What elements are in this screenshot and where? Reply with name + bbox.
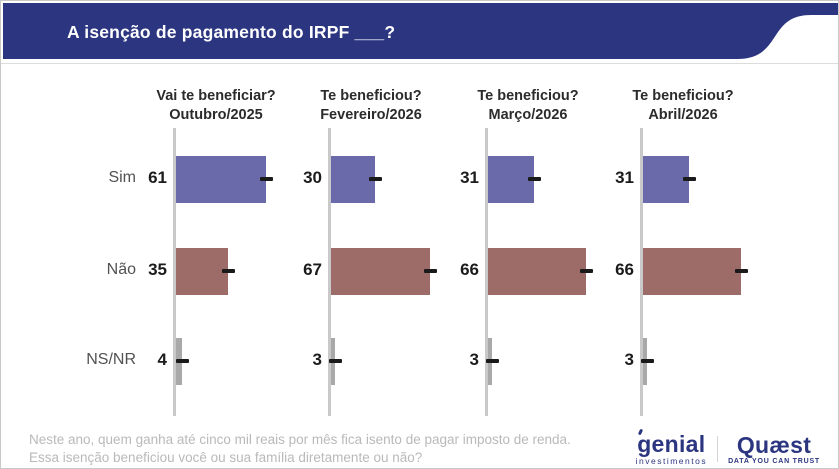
footnote-line-2: Essa isenção beneficiou você ou sua famí… bbox=[29, 449, 423, 465]
error-tick-1-2 bbox=[221, 269, 235, 273]
header-banner bbox=[3, 3, 838, 59]
column-question: Te beneficiou? bbox=[477, 88, 579, 104]
error-tick-4-3 bbox=[641, 359, 655, 363]
column-period: Fevereiro/2026 bbox=[320, 107, 422, 123]
value-label-4-1: 31 bbox=[615, 168, 634, 187]
genial-logo-text: genial bbox=[637, 430, 706, 457]
column-period: Abril/2026 bbox=[648, 107, 718, 123]
bar-no-1 bbox=[176, 247, 228, 295]
value-label-1-2: 35 bbox=[148, 260, 167, 279]
error-tick-4-2 bbox=[734, 269, 748, 273]
axis-line-1 bbox=[173, 128, 176, 416]
value-label-4-3: 3 bbox=[624, 350, 634, 369]
bar-sim-1 bbox=[176, 155, 267, 203]
error-tick-2-2 bbox=[424, 269, 438, 273]
footnote: Neste ano, quem ganha até cinco mil reai… bbox=[29, 431, 571, 466]
column-question: Vai te beneficiar? bbox=[156, 88, 276, 104]
bar-no-4 bbox=[643, 247, 741, 295]
category-label-3: NS/NR bbox=[86, 351, 136, 368]
value-label-2-3: 3 bbox=[312, 350, 322, 369]
header-divider bbox=[1, 63, 838, 64]
bar-sim-4 bbox=[643, 155, 689, 203]
error-tick-3-1 bbox=[527, 177, 541, 181]
column-period: Outubro/2025 bbox=[169, 107, 263, 123]
error-tick-4-1 bbox=[682, 177, 696, 181]
genial-tagline: investimentos bbox=[635, 455, 708, 466]
column-header-4: Te beneficiou? Abril/2026 bbox=[583, 87, 783, 125]
bar-sim-2 bbox=[331, 155, 376, 203]
value-label-2-2: 67 bbox=[303, 260, 322, 279]
bar-no-2 bbox=[331, 247, 431, 295]
value-label-3-1: 31 bbox=[460, 168, 479, 187]
error-tick-2-3 bbox=[329, 359, 343, 363]
footnote-line-1: Neste ano, quem ganha até cinco mil reai… bbox=[29, 432, 571, 447]
value-label-1-3: 4 bbox=[157, 350, 167, 369]
bar-no-3 bbox=[488, 247, 586, 295]
value-label-1-1: 61 bbox=[148, 168, 167, 187]
column-header-3: Te beneficiou? Março/2026 bbox=[428, 87, 628, 125]
column-header-2: Te beneficiou? Fevereiro/2026 bbox=[271, 87, 471, 125]
page-title: A isenção de pagamento do IRPF ___? bbox=[67, 22, 396, 42]
branding: genial investimentos Quæst DATA YOU CAN … bbox=[626, 428, 830, 467]
value-label-3-2: 66 bbox=[460, 260, 479, 279]
column-question: Te beneficiou? bbox=[632, 88, 734, 104]
bar-sim-3 bbox=[488, 155, 534, 203]
value-label-4-2: 66 bbox=[615, 260, 634, 279]
value-label-3-3: 3 bbox=[469, 350, 479, 369]
error-tick-2-1 bbox=[369, 177, 383, 181]
column-question: Te beneficiou? bbox=[320, 88, 422, 104]
error-tick-3-2 bbox=[579, 269, 593, 273]
category-label-1: Sim bbox=[108, 169, 136, 186]
error-tick-3-3 bbox=[486, 359, 500, 363]
axis-line-2 bbox=[328, 128, 331, 416]
value-label-2-1: 30 bbox=[303, 168, 322, 187]
error-tick-1-3 bbox=[175, 359, 189, 363]
axis-line-4 bbox=[640, 128, 643, 416]
quaest-logo-text: Quæst bbox=[736, 431, 812, 458]
column-header-1: Vai te beneficiar? Outubro/2025 bbox=[116, 87, 316, 125]
error-tick-1-1 bbox=[260, 177, 274, 181]
category-label-2: Não bbox=[106, 261, 136, 278]
quaest-logo: Quæst DATA YOU CAN TRUST bbox=[718, 431, 830, 465]
genial-logo: genial investimentos bbox=[626, 428, 717, 466]
axis-line-3 bbox=[485, 128, 488, 416]
column-period: Março/2026 bbox=[488, 107, 568, 123]
quaest-tagline: DATA YOU CAN TRUST bbox=[728, 457, 820, 465]
logo-divider bbox=[717, 436, 719, 462]
